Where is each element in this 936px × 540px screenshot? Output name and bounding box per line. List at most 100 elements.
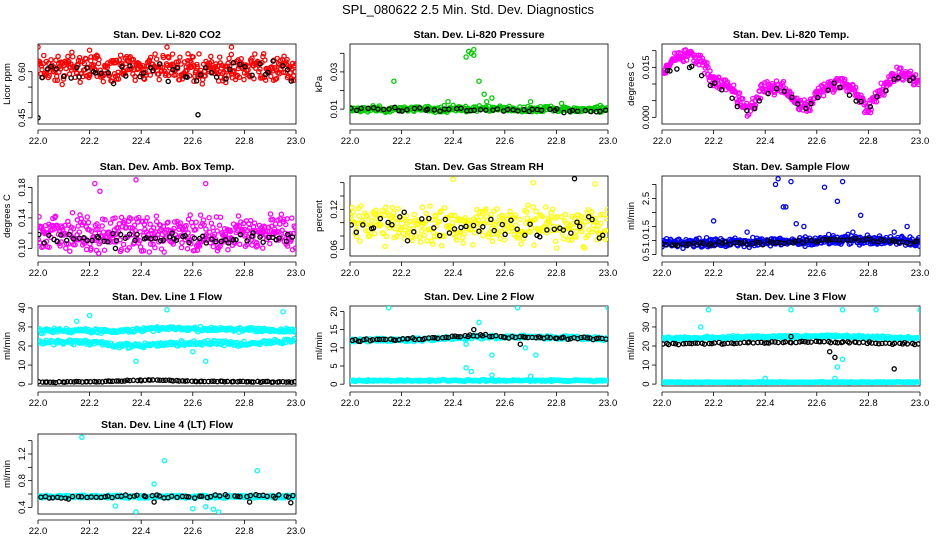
outlier-point (471, 46, 477, 53)
data-point (202, 72, 208, 79)
data-point (356, 213, 362, 219)
data-point (507, 208, 513, 214)
outlier-point (476, 319, 482, 326)
data-point (527, 221, 533, 227)
plot-frame (37, 305, 297, 387)
data-point (565, 336, 571, 343)
data-point (219, 378, 225, 385)
outlier-point (917, 307, 920, 313)
y-tick-label: 1.5 (641, 220, 652, 233)
data-point (200, 217, 207, 223)
data-point (69, 209, 76, 216)
data-point (680, 341, 687, 347)
data-point (581, 334, 587, 340)
data-point (124, 377, 130, 383)
data-point (84, 65, 90, 71)
data-point (701, 341, 708, 347)
x-tick-label: 23.0 (599, 268, 618, 279)
y-axis-label: ml/min (626, 332, 637, 360)
y-axis-label: percent (314, 200, 325, 232)
points-layer (350, 46, 608, 116)
data-point (185, 230, 191, 236)
data-point (227, 66, 233, 72)
y-tick-label: 10 (17, 360, 28, 371)
data-point (209, 236, 215, 242)
x-tick-label: 22.6 (808, 268, 827, 279)
data-point (763, 340, 770, 346)
data-point (96, 378, 102, 385)
data-point (596, 235, 603, 241)
data-point (156, 61, 163, 67)
data-point (146, 57, 153, 63)
data-point (39, 74, 45, 81)
data-point (439, 243, 445, 249)
data-point (881, 92, 887, 98)
data-point (222, 231, 229, 238)
data-point (283, 221, 289, 228)
data-point (72, 241, 78, 248)
data-point (525, 202, 531, 208)
data-point (143, 235, 149, 241)
points-layer (350, 176, 608, 251)
data-point (247, 217, 254, 224)
plot-frame (37, 433, 297, 515)
x-tick-label: 23.0 (287, 398, 306, 409)
y-axis-label: ml/min (626, 202, 637, 230)
panel-4: Stan. Dev. Amb. Box Temp.22.0 22.2 22.4 22.… (2, 161, 305, 279)
data-point (206, 214, 212, 221)
data-point (99, 223, 105, 229)
data-point (595, 335, 602, 341)
outlier-point (514, 306, 521, 311)
data-point (150, 225, 157, 231)
data-point (514, 226, 520, 232)
data-point (437, 108, 443, 114)
data-point (515, 108, 521, 114)
data-point (118, 378, 125, 384)
data-point (561, 109, 567, 116)
data-point (794, 101, 801, 107)
data-point (512, 212, 519, 218)
data-point (281, 53, 287, 60)
outlier-point (164, 307, 170, 313)
data-point (152, 235, 159, 241)
y-tick-label: 20 (641, 341, 652, 352)
data-point (476, 228, 482, 234)
data-point (284, 66, 291, 73)
y-tick-label: 0.06 (329, 240, 340, 258)
data-point (54, 77, 61, 84)
data-point (499, 212, 505, 219)
data-point (910, 75, 916, 81)
data-point (422, 219, 429, 225)
data-point (70, 236, 77, 242)
data-point (41, 52, 47, 59)
data-point (214, 247, 221, 254)
data-point (216, 222, 223, 229)
data-point (81, 235, 87, 241)
data-point (404, 237, 411, 244)
data-point (781, 240, 787, 247)
data-point (730, 82, 737, 88)
data-point (755, 95, 762, 101)
y-tick-label: 0.01 (329, 100, 340, 119)
data-point (411, 229, 417, 235)
data-point (208, 70, 215, 76)
data-point (197, 72, 204, 78)
data-point (826, 237, 832, 243)
data-point (808, 339, 814, 345)
data-point (427, 203, 433, 209)
data-point (600, 211, 606, 218)
data-point (208, 53, 214, 60)
data-point (744, 107, 750, 114)
outlier-point (202, 180, 209, 187)
data-point (208, 220, 215, 226)
outlier-point (92, 180, 98, 187)
data-point (537, 234, 543, 240)
data-point (105, 70, 111, 76)
data-point (504, 106, 511, 113)
data-point (249, 72, 255, 79)
y-axis-label: kPa (314, 75, 325, 92)
data-point (73, 378, 80, 385)
data-point (278, 211, 285, 218)
data-point (538, 212, 544, 219)
